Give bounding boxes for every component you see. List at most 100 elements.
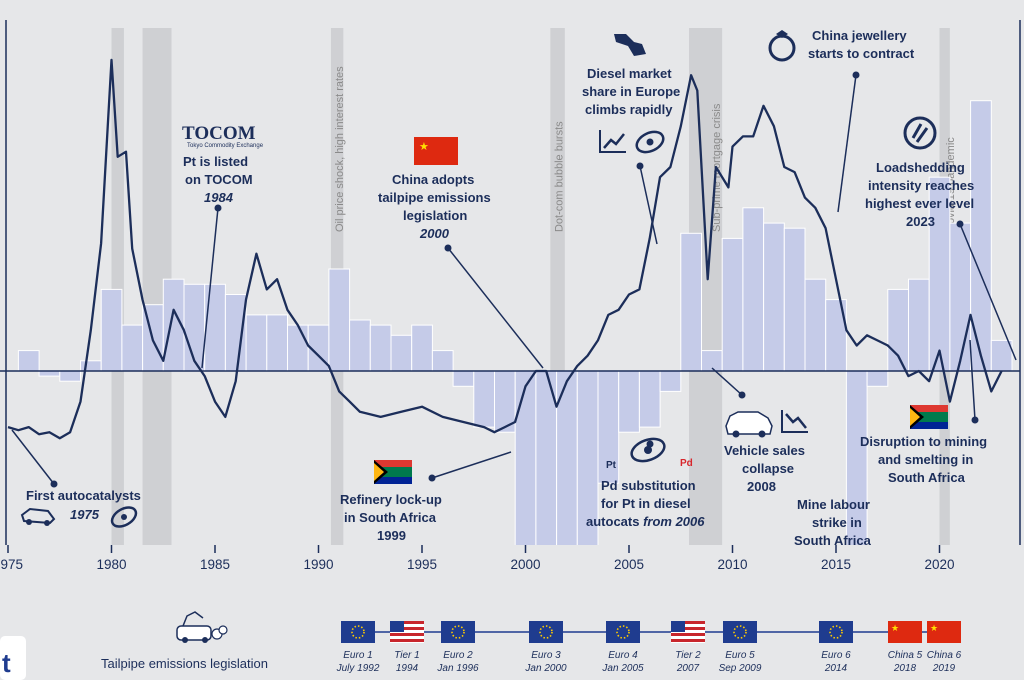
loadshedding-line3: highest ever level [865,196,974,211]
bar-40 [845,370,868,545]
legislation-item-9: ★ [927,621,961,643]
bar-9 [204,283,226,372]
x-tick-label-6: 2005 [614,557,644,572]
bar-35 [742,207,765,372]
recession-band-0 [111,28,124,545]
pt-tocom-line1: Pt is listed [183,154,248,169]
x-tick-label-1: 1980 [96,557,126,572]
legislation-item-1 [390,621,424,643]
corner-letter: t [2,648,11,678]
bar-32 [680,232,702,372]
refinery-line3: 1999 [377,528,406,543]
annotation-diesel: Diesel market share in Europe climbs rap… [582,34,680,245]
eu-stars-icon [351,625,365,639]
refinery-line1: Refinery lock-up [340,492,442,507]
legislation-name-5: Tier 2 [675,650,701,661]
annotation-loadshedding: Loadshedding intensity reaches highest e… [865,116,1017,361]
china-flag-icon: ★ [414,137,458,165]
car-icon [20,507,56,526]
annotation-china-tailpipe: ★ China adopts tailpipe emissions legisl… [378,137,544,369]
disruption-line1: Disruption to mining [860,434,987,449]
x-tick-label-7: 2010 [717,557,747,572]
china-tailpipe-line1: China adopts [392,172,474,187]
corner-badge [0,636,26,680]
price-line [7,58,1003,440]
legislation-item-7 [819,621,853,643]
bar-17 [369,324,392,372]
eu-stars-icon [539,625,553,639]
pd-catalyst-icon [630,437,666,463]
catalyst-icon [110,506,138,528]
period-label-0: Oil price shock, high interest rates [334,66,346,232]
china-star-icon: ★ [891,624,899,634]
china-tailpipe-line3: legislation [403,208,467,223]
eu-flag-icon [723,621,757,643]
eu-flag-icon [606,621,640,643]
mine-strike-line2: strike in [812,515,862,530]
us-canton-icon [390,621,404,632]
eu-stars-icon [733,625,747,639]
loadshedding-line2: intensity reaches [868,178,974,193]
x-tick-label-4: 1995 [407,557,437,572]
legislation-item-8: ★ [888,621,922,643]
legislation-item-2 [441,621,475,643]
legislation-date-6: Sep 2009 [719,663,762,674]
bar-5 [121,324,144,372]
bar-16 [349,319,371,372]
annotation-pd-substitution: Pt Pd Pd substitution for Pt in diesel a… [586,437,705,529]
bar-42 [887,288,909,372]
tailpipe-icon [176,611,228,643]
us-stripe-icon [390,633,424,636]
legislation-name-0: Euro 1 [343,650,372,661]
us-stripe-icon [671,627,705,630]
pd-sub-line1: Pd substitution [601,478,696,493]
legislation-date-9: 2019 [932,663,956,674]
legislation-date-1: 1994 [396,663,419,674]
first-autocatalysts-label: First autocatalysts [26,488,141,503]
china-star-icon: ★ [930,624,938,634]
us-stripe-icon [671,639,705,642]
bar-15 [328,268,351,372]
legislation-date-8: 2018 [893,663,917,674]
us-canton-icon [671,621,685,632]
legislation-name-1: Tier 1 [394,650,419,661]
eu-stars-icon [616,625,630,639]
first-autocatalysts-year: 1975 [70,507,100,522]
china-flag-icon [927,621,961,643]
annotation-jewellery: China jewellery starts to contract [768,28,915,213]
bar-43 [908,278,930,372]
pd-sub-line2: for Pt in diesel [601,496,691,511]
pd-symbol: Pd [680,458,693,469]
bar-21 [452,370,475,387]
annotation-tocom: TOCOM Tokyo Commodity Exchange Pt is lis… [182,123,264,369]
annotation-mine-strike: Mine labour strike in South Africa [794,497,872,548]
annotation-disruption: Disruption to mining and smelting in Sou… [860,339,987,485]
bar-1 [38,370,61,377]
bar-27 [576,370,599,545]
bar-33 [701,350,723,372]
x-tick-label-5: 2000 [510,557,540,572]
bar-22 [473,370,495,428]
us-stripe-icon [671,633,705,636]
eu-stars-icon [451,625,465,639]
diesel-line3: climbs rapidly [585,102,673,117]
trend-down-icon [781,410,808,433]
x-axis-ticks [7,545,941,553]
bar-4 [100,288,123,372]
us-stripe-icon [390,621,424,624]
x-tick-label-9: 2020 [924,557,954,572]
eu-flag-icon [819,621,853,643]
tocom-logo: TOCOM [182,123,256,144]
mine-strike-line1: Mine labour [797,497,870,512]
south-africa-flag-icon-2 [910,405,948,429]
china-flag-icon [888,621,922,643]
bar-19 [411,324,433,372]
eu-flag-icon [529,621,563,643]
eu-flag-icon [441,621,475,643]
pt-symbol: Pt [606,460,617,471]
diesel-line2: share in Europe [582,84,680,99]
bar-13 [287,324,309,372]
legislation-title: Tailpipe emissions legislation [101,656,268,671]
